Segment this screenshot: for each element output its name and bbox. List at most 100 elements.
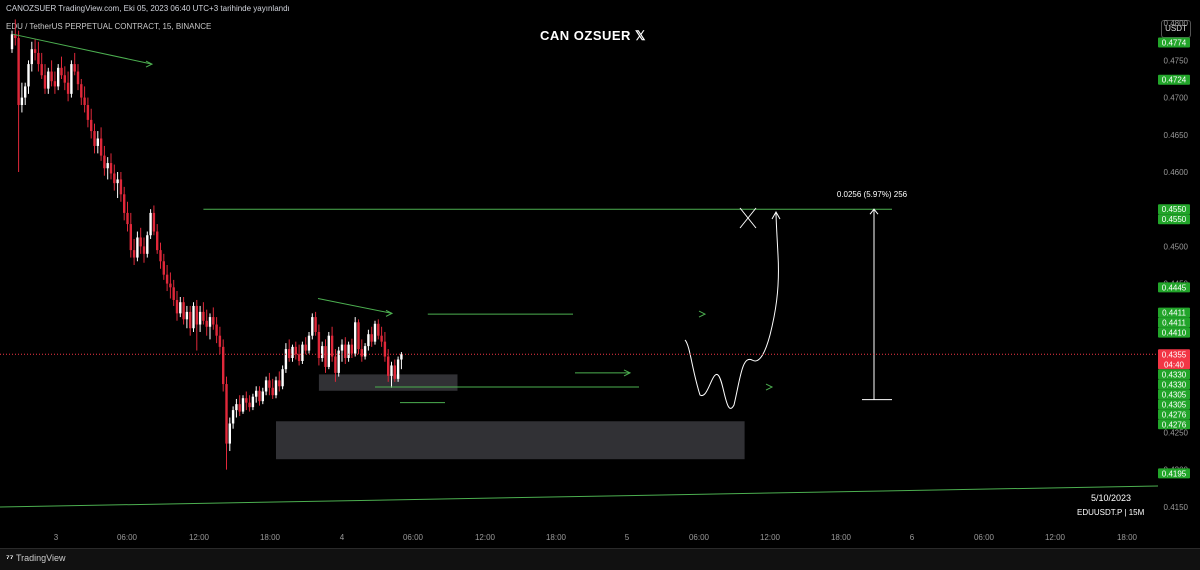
candle-body xyxy=(83,97,86,106)
candle-body xyxy=(311,317,314,336)
price-label: 0.4276 xyxy=(1162,420,1187,429)
arrow-head xyxy=(698,310,707,318)
downtrend-line-2 xyxy=(317,297,393,314)
candle-body xyxy=(258,390,261,402)
candle-body xyxy=(238,404,241,412)
arrow-head xyxy=(385,309,394,317)
x-tick-label: 3 xyxy=(54,533,59,542)
candle-body xyxy=(136,237,139,258)
projected-path xyxy=(684,211,779,409)
candle-body xyxy=(231,410,235,424)
candle-body xyxy=(291,346,294,359)
candle-body xyxy=(337,350,340,373)
price-label: 0.4330 xyxy=(1162,380,1187,389)
candle-body xyxy=(373,323,377,342)
candle-body xyxy=(274,380,278,396)
candle-body xyxy=(251,396,255,408)
candle-body xyxy=(116,179,119,184)
ticker-timeframe: EDUUSDT.P | 15M xyxy=(1077,508,1145,517)
candle-body xyxy=(119,179,123,195)
candle-body xyxy=(396,359,400,379)
y-tick-label: 0.4700 xyxy=(1164,94,1189,103)
candle-body xyxy=(53,81,57,87)
candle-body xyxy=(165,274,169,284)
candle-body xyxy=(70,64,73,94)
price-label: 0.4330 xyxy=(1162,370,1187,379)
candle-body xyxy=(288,349,291,359)
currency-button[interactable]: USDT xyxy=(1161,20,1191,38)
tv-logo-icon: ⁷⁷ xyxy=(6,553,16,563)
candle-body xyxy=(185,311,189,320)
x-tick-label: 18:00 xyxy=(546,533,567,542)
candle-body xyxy=(278,380,281,387)
candle-body xyxy=(245,398,248,403)
candle-body xyxy=(284,349,288,370)
candle-body xyxy=(235,404,238,411)
candle-body xyxy=(340,344,344,351)
candle-body xyxy=(208,317,212,327)
candle-body xyxy=(66,82,70,94)
candle-body xyxy=(301,344,304,361)
price-label-box xyxy=(1158,349,1190,370)
candle-body xyxy=(393,365,396,379)
downtrend-line-1 xyxy=(13,33,153,65)
countdown-label: 04:40 xyxy=(1164,360,1185,369)
x-tick-label: 4 xyxy=(340,533,345,542)
price-label: 0.4355 xyxy=(1162,350,1187,359)
candle-body xyxy=(172,287,175,300)
time-axis[interactable]: 3 06:00 12:00 18:00 4 06:00 12:00 18:00 5 06:00 12… xyxy=(54,533,1138,542)
candle-body xyxy=(152,212,156,232)
candle-body xyxy=(215,324,218,336)
price-label-box xyxy=(1158,204,1190,215)
price-label-box xyxy=(1158,399,1190,410)
candle-body xyxy=(212,317,215,325)
candle-body xyxy=(202,311,205,321)
arrow-head xyxy=(145,60,154,68)
candle-body xyxy=(255,390,258,397)
price-label: 0.4550 xyxy=(1162,215,1187,224)
x-mark xyxy=(739,207,757,229)
price-label: 0.4305 xyxy=(1162,390,1187,399)
arrow-head xyxy=(869,208,879,215)
arrow-head xyxy=(623,369,632,377)
candle-body xyxy=(86,105,90,120)
price-label-box xyxy=(1158,419,1190,430)
candle-body xyxy=(76,71,80,85)
candle-body xyxy=(380,335,383,342)
candles-layer xyxy=(10,19,403,470)
candle-body xyxy=(195,305,198,325)
candle-body xyxy=(14,34,17,39)
price-label: 0.4195 xyxy=(1162,469,1187,478)
price-label-box xyxy=(1158,379,1190,390)
candle-body xyxy=(27,64,30,87)
candle-body xyxy=(47,71,50,89)
tradingview-logo[interactable]: ⁷⁷ TradingView xyxy=(6,553,65,563)
candle-body xyxy=(149,212,152,236)
candle-body xyxy=(142,246,146,254)
candle-body xyxy=(281,369,284,387)
x-tick-label: 06:00 xyxy=(689,533,710,542)
candle-body xyxy=(383,341,387,357)
long-trendline xyxy=(0,485,1159,508)
y-tick-label: 0.4800 xyxy=(1164,19,1189,28)
candle-body xyxy=(198,311,202,325)
price-chart[interactable]: 0.41500.42000.42500.43000.43500.44000.44… xyxy=(0,0,1200,548)
price-label-box xyxy=(1158,307,1190,318)
brand-label: TradingView xyxy=(15,553,66,563)
footer-bar xyxy=(0,548,1200,570)
price-label-box xyxy=(1158,74,1190,85)
candle-body xyxy=(344,344,347,359)
price-label-box xyxy=(1158,389,1190,400)
candle-body xyxy=(294,346,297,355)
candle-body xyxy=(129,224,132,251)
candle-body xyxy=(363,346,367,357)
candle-body xyxy=(317,331,321,359)
price-label-box xyxy=(1158,327,1190,338)
symbol-info: EDU / TetherUS PERPETUAL CONTRACT, 15, B… xyxy=(6,22,212,31)
price-label: 0.4550 xyxy=(1162,205,1187,214)
candle-body xyxy=(80,84,83,98)
drawings-layer: 0.0256 (5.97%) 256 xyxy=(0,33,1159,508)
y-tick-label: 0.4650 xyxy=(1164,131,1189,140)
candle-body xyxy=(225,384,228,444)
